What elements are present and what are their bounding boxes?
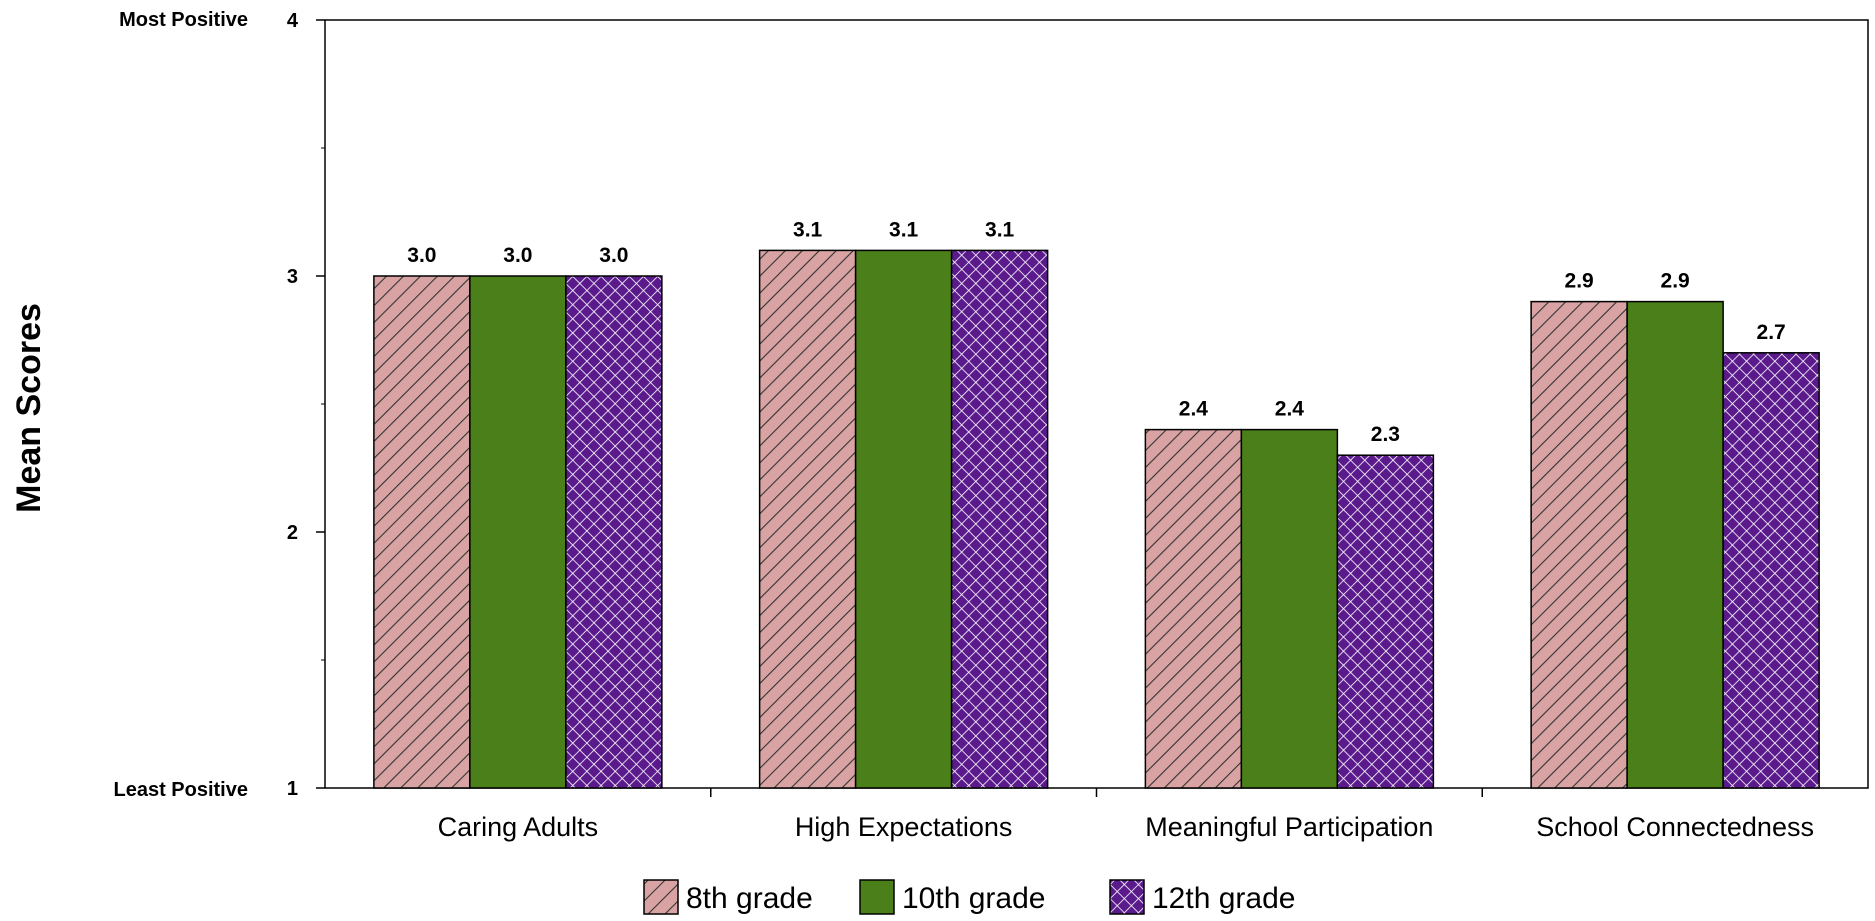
data-label: 3.1 [985,218,1015,241]
data-label: 2.4 [1275,398,1305,421]
data-label: 3.0 [503,244,532,267]
data-label: 3.1 [793,218,823,241]
bar-12th-grade-3 [1722,352,1820,789]
bar-12th-grade-2 [1336,454,1435,789]
data-label: 3.0 [407,244,436,267]
bar-8th-grade-2 [1144,428,1243,789]
plot-area: 1 2 3 4 3.0 3.0 3.0 Caring Adults 3.1 3.1 3.1 High … [287,10,1869,842]
data-label: 2.4 [1179,398,1209,421]
y-end-label-bottom: Least Positive [113,779,248,801]
legend-label: 8th grade [686,882,813,915]
data-label: 2.3 [1371,423,1400,446]
data-label: 2.9 [1565,270,1594,293]
y-end-label-top: Most Positive [119,9,248,31]
bar-10th-grade-1 [854,249,953,789]
y-axis-title-group: Mean Scores [10,303,48,513]
legend: 8th grade 10th grade 12th grade [643,879,1295,915]
bar-8th-grade-3 [1530,300,1628,789]
y-tick-label: 1 [287,778,298,800]
legend-label: 10th grade [902,882,1045,915]
y-tick-label: 3 [287,266,298,288]
legend-swatch-10th-grade [859,879,895,915]
bar-12th-grade-1 [950,249,1049,789]
bar-10th-grade-3 [1626,300,1724,789]
bar-10th-grade-2 [1240,428,1339,789]
legend-label: 12th grade [1152,882,1295,915]
legend-swatch-12th-grade [1109,879,1145,915]
x-tick-label: High Expectations [795,812,1013,842]
y-tick-label: 4 [287,10,299,32]
x-tick-label: Meaningful Participation [1145,812,1433,842]
x-tick-label: School Connectedness [1536,812,1814,842]
x-tick-label: Caring Adults [438,812,599,842]
data-label: 2.9 [1661,270,1690,293]
data-label: 3.0 [599,244,628,267]
y-axis-title: Mean Scores [10,303,48,513]
bar-10th-grade-0 [469,275,567,789]
data-label: 2.7 [1757,321,1786,344]
legend-swatch-8th-grade [643,879,679,915]
bar-8th-grade-0 [373,275,471,789]
bar-8th-grade-1 [758,249,857,789]
data-label: 3.1 [889,218,919,241]
bar-12th-grade-0 [565,275,663,789]
y-tick-label: 2 [287,522,298,544]
